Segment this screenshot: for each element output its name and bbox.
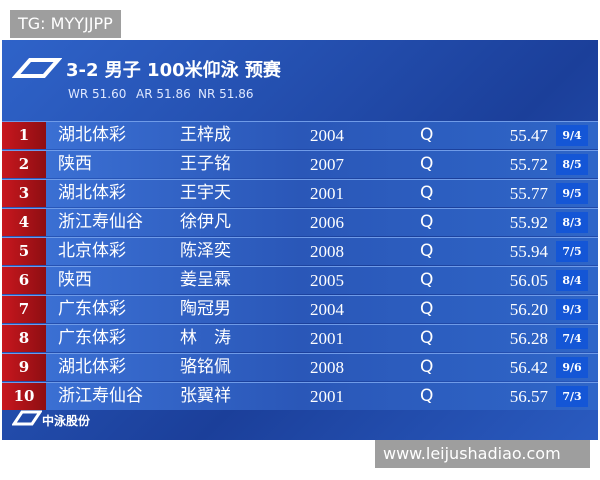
- footer-icon: [12, 410, 42, 426]
- result-row: 5 北京体彩 陈泽奕 2008 Q 55.94 7/5: [2, 237, 598, 265]
- event-title: 3-2 男子 100米仰泳 预赛: [66, 60, 281, 81]
- team: 浙江寿仙谷: [58, 212, 143, 232]
- result-row: 8 广东体彩 林 涛 2001 Q 56.28 7/4: [2, 324, 598, 352]
- heat-lane: 9/5: [556, 183, 588, 204]
- heat-lane: 7/3: [556, 386, 588, 407]
- team: 湖北体彩: [58, 183, 126, 203]
- watermark: www.leijushadiao.com: [375, 440, 590, 468]
- time: 55.94: [509, 242, 548, 261]
- team: 陕西: [58, 270, 92, 290]
- rank: 10: [2, 383, 46, 410]
- heat-lane: 9/4: [556, 125, 588, 146]
- results-board: 3-2 男子 100米仰泳 预赛 WR 51.60 AR 51.86 NR 51…: [2, 40, 598, 440]
- team: 广东体彩: [58, 299, 126, 319]
- time: 56.05: [509, 271, 548, 290]
- time: 56.57: [509, 387, 548, 406]
- footer-logo: 中泳股份: [42, 414, 91, 428]
- team: 浙江寿仙谷: [58, 386, 143, 406]
- rank: 4: [2, 209, 46, 236]
- heat-lane: 9/6: [556, 357, 588, 378]
- qualified: Q: [420, 125, 434, 145]
- rank: 2: [2, 151, 46, 178]
- qualified: Q: [420, 357, 434, 377]
- heat-lane: 9/3: [556, 299, 588, 320]
- birth-year: 2004: [310, 126, 344, 145]
- time: 55.92: [509, 213, 548, 232]
- athlete: 王宇天: [180, 183, 231, 203]
- result-row: 7 广东体彩 陶冠男 2004 Q 56.20 9/3: [2, 295, 598, 323]
- result-row: 9 湖北体彩 骆铭佩 2008 Q 56.42 9/6: [2, 353, 598, 381]
- birth-year: 2008: [310, 358, 344, 377]
- time: 55.77: [509, 184, 548, 203]
- athlete: 王梓成: [180, 125, 231, 145]
- watermark: TG: MYYJJPP: [10, 10, 121, 38]
- rank: 6: [2, 267, 46, 294]
- birth-year: 2006: [310, 213, 344, 232]
- birth-year: 2008: [310, 242, 344, 261]
- logo-icon: [12, 58, 62, 78]
- time: 56.28: [509, 329, 548, 348]
- qualified: Q: [420, 183, 434, 203]
- athlete: 徐伊凡: [180, 212, 231, 232]
- qualified: Q: [420, 212, 434, 232]
- result-row: 6 陕西 姜呈霖 2005 Q 56.05 8/4: [2, 266, 598, 294]
- rank: 1: [2, 122, 46, 149]
- heat-lane: 7/4: [556, 328, 588, 349]
- athlete: 陶冠男: [180, 299, 231, 319]
- qualified: Q: [420, 270, 434, 290]
- rank: 5: [2, 238, 46, 265]
- heat-lane: 8/3: [556, 212, 588, 233]
- record: AR 51.86: [136, 87, 191, 101]
- time: 56.42: [509, 358, 548, 377]
- result-row: 1 湖北体彩 王梓成 2004 Q 55.47 9/4: [2, 121, 598, 149]
- qualified: Q: [420, 328, 434, 348]
- team: 湖北体彩: [58, 357, 126, 377]
- birth-year: 2001: [310, 387, 344, 406]
- rank: 9: [2, 354, 46, 381]
- time: 55.72: [509, 155, 548, 174]
- result-row: 2 陕西 王子铭 2007 Q 55.72 8/5: [2, 150, 598, 178]
- team: 北京体彩: [58, 241, 126, 261]
- qualified: Q: [420, 299, 434, 319]
- rank: 8: [2, 325, 46, 352]
- result-row: 10 浙江寿仙谷 张翼祥 2001 Q 56.57 7/3: [2, 382, 598, 410]
- team: 湖北体彩: [58, 125, 126, 145]
- heat-lane: 8/4: [556, 270, 588, 291]
- birth-year: 2007: [310, 155, 344, 174]
- athlete: 王子铭: [180, 154, 231, 174]
- birth-year: 2004: [310, 300, 344, 319]
- birth-year: 2005: [310, 271, 344, 290]
- team: 广东体彩: [58, 328, 126, 348]
- heat-lane: 7/5: [556, 241, 588, 262]
- time: 55.47: [509, 126, 548, 145]
- rank: 7: [2, 296, 46, 323]
- result-row: 3 湖北体彩 王宇天 2001 Q 55.77 9/5: [2, 179, 598, 207]
- result-row: 4 浙江寿仙谷 徐伊凡 2006 Q 55.92 8/3: [2, 208, 598, 236]
- qualified: Q: [420, 154, 434, 174]
- time: 56.20: [509, 300, 548, 319]
- team: 陕西: [58, 154, 92, 174]
- birth-year: 2001: [310, 329, 344, 348]
- record: NR 51.86: [198, 87, 254, 101]
- birth-year: 2001: [310, 184, 344, 203]
- qualified: Q: [420, 241, 434, 261]
- athlete: 陈泽奕: [180, 241, 231, 261]
- rank: 3: [2, 180, 46, 207]
- athlete: 林 涛: [180, 328, 231, 348]
- qualified: Q: [420, 386, 434, 406]
- heat-lane: 8/5: [556, 154, 588, 175]
- athlete: 骆铭佩: [180, 357, 231, 377]
- record: WR 51.60: [68, 87, 127, 101]
- athlete: 姜呈霖: [180, 270, 231, 290]
- athlete: 张翼祥: [180, 386, 231, 406]
